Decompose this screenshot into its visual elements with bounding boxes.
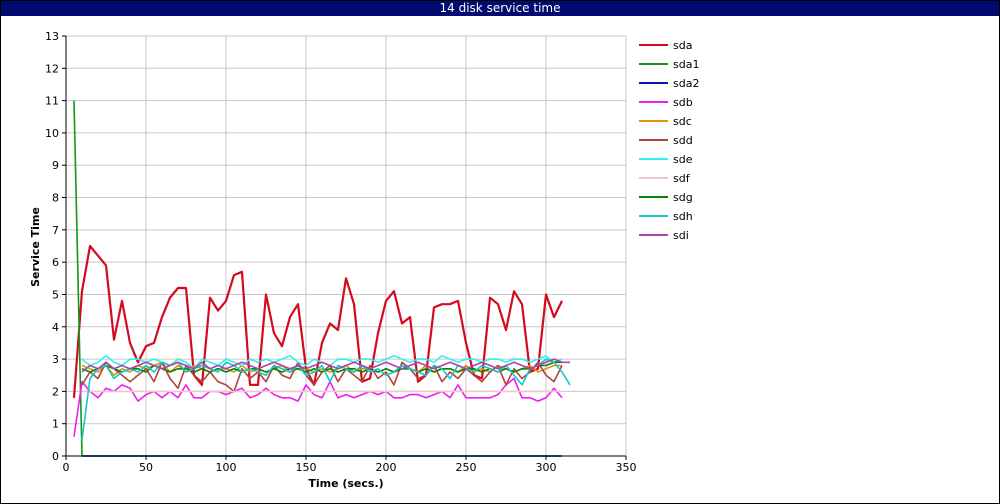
x-tick-label: 350 bbox=[616, 461, 637, 474]
x-tick-label: 50 bbox=[139, 461, 153, 474]
plot-area bbox=[66, 36, 626, 456]
legend-label-sdc: sdc bbox=[673, 115, 692, 128]
x-tick-label: 0 bbox=[63, 461, 70, 474]
legend-label-sdf: sdf bbox=[673, 172, 691, 185]
plot-background bbox=[66, 36, 626, 456]
series-line-sdb bbox=[73, 377, 563, 437]
legend-label-sda1: sda1 bbox=[673, 58, 699, 71]
y-axis-label: Service Time bbox=[29, 207, 42, 287]
y-tick-label: 4 bbox=[52, 321, 59, 334]
x-tick-label: 250 bbox=[456, 461, 477, 474]
y-tick-label: 1 bbox=[52, 418, 59, 431]
chart-title: 14 disk service time bbox=[1, 1, 999, 16]
y-tick-label: 7 bbox=[52, 224, 59, 237]
legend-label-sdd: sdd bbox=[673, 134, 693, 147]
series-line-sdi bbox=[81, 358, 570, 373]
legend-label-sdb: sdb bbox=[673, 96, 693, 109]
series-line-sdh bbox=[81, 358, 571, 440]
legend-label-sda: sda bbox=[673, 39, 692, 52]
legend-label-sdg: sdg bbox=[673, 191, 693, 204]
x-tick-label: 200 bbox=[376, 461, 397, 474]
y-tick-label: 12 bbox=[45, 62, 59, 75]
y-tick-label: 2 bbox=[52, 385, 59, 398]
x-axis-label: Time (secs.) bbox=[308, 477, 383, 490]
legend-label-sdi: sdi bbox=[673, 229, 689, 242]
y-tick-label: 8 bbox=[52, 192, 59, 205]
y-tick-label: 6 bbox=[52, 256, 59, 269]
y-tick-label: 0 bbox=[52, 450, 59, 463]
y-tick-label: 10 bbox=[45, 127, 59, 140]
y-tick-label: 5 bbox=[52, 288, 59, 301]
x-tick-label: 100 bbox=[216, 461, 237, 474]
x-tick-label: 300 bbox=[536, 461, 557, 474]
legend-label-sdh: sdh bbox=[673, 210, 693, 223]
y-tick-label: 3 bbox=[52, 353, 59, 366]
y-tick-label: 13 bbox=[45, 30, 59, 43]
y-tick-label: 9 bbox=[52, 159, 59, 172]
x-tick-label: 150 bbox=[296, 461, 317, 474]
legend: sda sda1 sda2 sdb sdc sdd sde sdf sdg sdh sdi bbox=[639, 39, 699, 242]
legend-label-sde: sde bbox=[673, 153, 693, 166]
legend-label-sda2: sda2 bbox=[673, 77, 699, 90]
y-tick-label: 11 bbox=[45, 95, 59, 108]
